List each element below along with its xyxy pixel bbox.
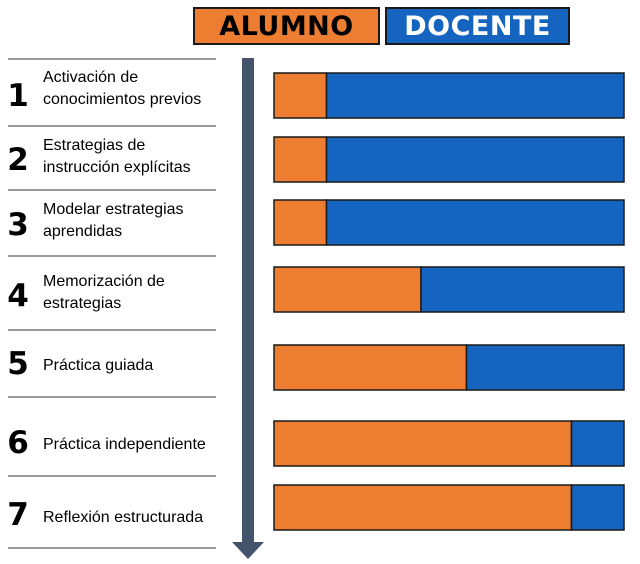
step-label-line: aprendidas: [43, 223, 123, 240]
bar-docente: [325, 72, 625, 119]
step-label-line: Memorización de: [43, 273, 165, 290]
bar-alumno: [273, 344, 468, 391]
step-label: Memorización de estrategias: [43, 271, 228, 315]
step-label: Reflexión estructurada: [43, 507, 228, 529]
step-number: 6: [7, 425, 29, 461]
legend-docente: DOCENTE: [385, 7, 570, 45]
step-label-line: Modelar estrategias: [43, 201, 184, 218]
bar-alumno: [273, 136, 328, 183]
step-label: Activación de conocimientos previos: [43, 67, 228, 111]
step-divider: [8, 475, 216, 477]
step-divider: [8, 125, 216, 127]
step-label: Modelar estrategias aprendidas: [43, 199, 228, 243]
timeline-arrow-shaft: [242, 58, 254, 544]
step-label-line: conocimientos previos: [43, 91, 202, 108]
step-label-line: Activación de: [43, 69, 139, 86]
step-number: 1: [7, 78, 29, 114]
bar-docente: [325, 199, 625, 246]
step-divider: [8, 547, 216, 549]
bar-docente: [420, 266, 625, 313]
step-label-line: Estrategias de: [43, 137, 146, 154]
step-label-line: estrategias: [43, 295, 122, 312]
step-number: 7: [7, 497, 29, 533]
step-divider: [8, 58, 216, 60]
bar-alumno: [273, 199, 328, 246]
bar-alumno: [273, 72, 328, 119]
legend-alumno: ALUMNO: [193, 7, 380, 45]
step-number: 4: [7, 278, 29, 314]
step-label-line: instrucción explícitas: [43, 159, 191, 176]
step-label-line: Práctica independiente: [43, 436, 206, 453]
bar-docente: [570, 484, 625, 531]
step-number: 2: [7, 142, 29, 178]
legend-alumno-label: ALUMNO: [219, 10, 354, 42]
step-number: 3: [7, 207, 29, 243]
bar-alumno: [273, 484, 573, 531]
bar-alumno: [273, 420, 573, 467]
step-label: Práctica guiada: [43, 355, 228, 377]
step-divider: [8, 329, 216, 331]
bar-alumno: [273, 266, 422, 313]
legend-docente-label: DOCENTE: [404, 10, 551, 42]
step-label-line: Práctica guiada: [43, 357, 154, 374]
step-label-line: Reflexión estructurada: [43, 509, 204, 526]
bar-docente: [325, 136, 625, 183]
bar-docente: [570, 420, 625, 467]
step-divider: [8, 255, 216, 257]
step-divider: [8, 189, 216, 191]
step-divider: [8, 396, 216, 398]
step-label: Práctica independiente: [43, 434, 228, 456]
step-number: 5: [7, 346, 29, 382]
step-label: Estrategias de instrucción explícitas: [43, 135, 228, 179]
timeline-arrow-head: [232, 542, 264, 559]
bar-docente: [465, 344, 625, 391]
